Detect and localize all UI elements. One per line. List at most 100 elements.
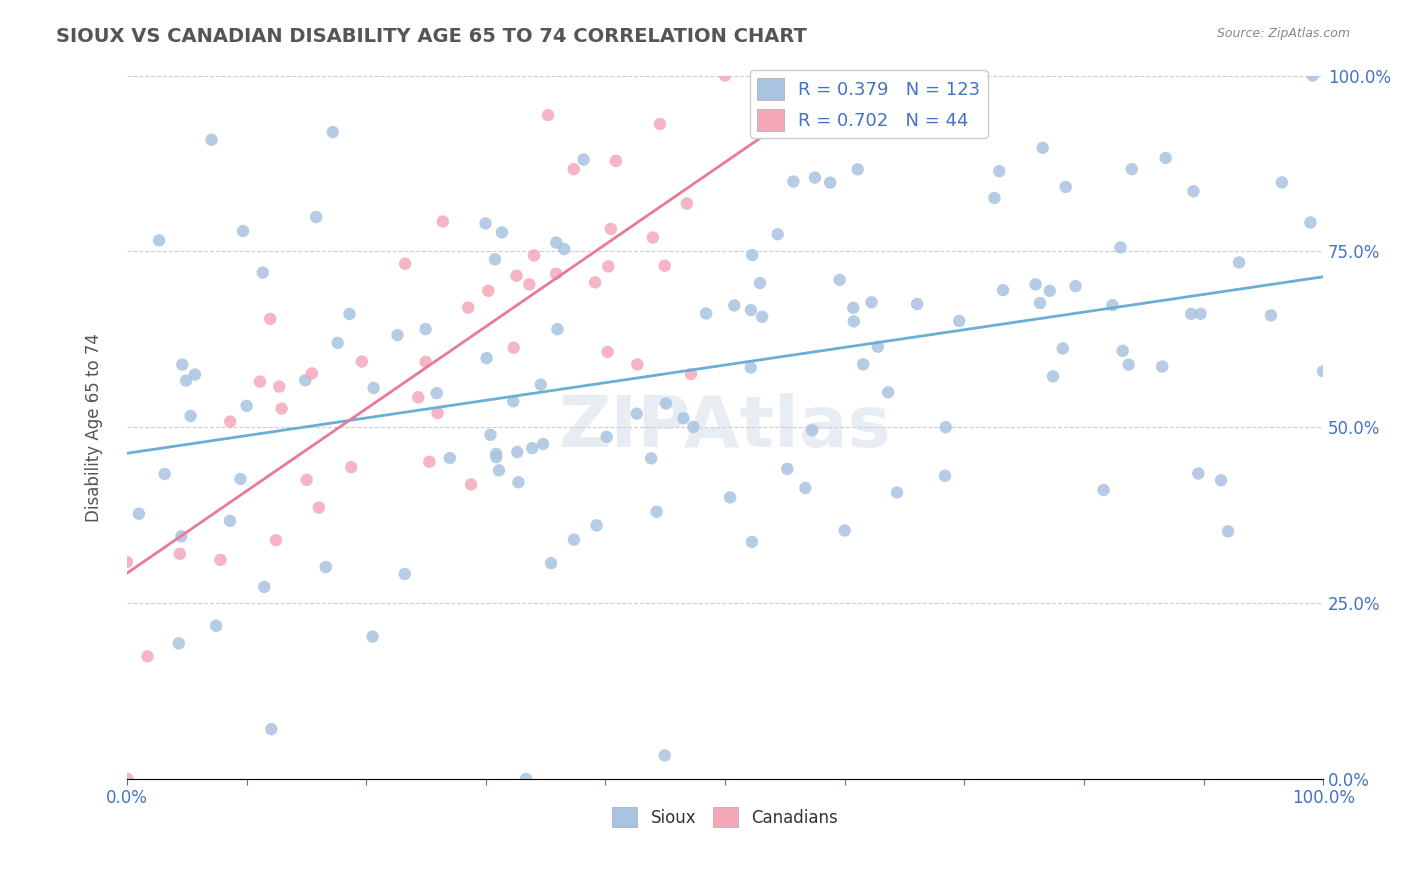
Point — [339, 307, 361, 321]
Point — [1187, 467, 1209, 481]
Point — [485, 450, 508, 465]
Point — [219, 514, 242, 528]
Point — [782, 175, 804, 189]
Point — [235, 399, 257, 413]
Point — [546, 235, 568, 250]
Point — [751, 310, 773, 324]
Point — [801, 423, 824, 437]
Point — [1101, 298, 1123, 312]
Point — [1271, 175, 1294, 189]
Point — [654, 259, 676, 273]
Point — [479, 427, 502, 442]
Point — [209, 553, 232, 567]
Point — [232, 224, 254, 238]
Point — [641, 230, 664, 244]
Point — [200, 133, 222, 147]
Point — [418, 455, 440, 469]
Point — [572, 153, 595, 167]
Point — [491, 226, 513, 240]
Point — [180, 409, 202, 423]
Point — [477, 284, 499, 298]
Point — [170, 529, 193, 543]
Point — [475, 351, 498, 365]
Point — [626, 407, 648, 421]
Point — [583, 276, 606, 290]
Point — [502, 394, 524, 409]
Point — [1032, 141, 1054, 155]
Point — [1118, 358, 1140, 372]
Point — [585, 518, 607, 533]
Point — [361, 630, 384, 644]
Point — [315, 560, 337, 574]
Legend: Sioux, Canadians: Sioux, Canadians — [606, 800, 845, 834]
Point — [1029, 296, 1052, 310]
Point — [842, 314, 865, 328]
Point — [562, 533, 585, 547]
Point — [983, 191, 1005, 205]
Point — [988, 164, 1011, 178]
Point — [1260, 309, 1282, 323]
Point — [488, 463, 510, 477]
Point — [269, 379, 291, 393]
Point — [640, 451, 662, 466]
Point — [1216, 524, 1239, 539]
Point — [394, 257, 416, 271]
Point — [305, 210, 328, 224]
Point — [172, 358, 194, 372]
Point — [523, 248, 546, 262]
Point — [679, 367, 702, 381]
Point — [1042, 369, 1064, 384]
Point — [415, 322, 437, 336]
Point — [219, 415, 242, 429]
Point — [184, 368, 207, 382]
Point — [229, 472, 252, 486]
Point — [596, 345, 619, 359]
Point — [905, 297, 928, 311]
Point — [148, 233, 170, 247]
Text: SIOUX VS CANADIAN DISABILITY AGE 65 TO 74 CORRELATION CHART: SIOUX VS CANADIAN DISABILITY AGE 65 TO 7… — [56, 27, 807, 45]
Point — [508, 475, 530, 490]
Point — [605, 153, 627, 168]
Point — [598, 260, 620, 274]
Point — [115, 555, 138, 569]
Point — [1025, 277, 1047, 292]
Point — [1092, 483, 1115, 497]
Point — [860, 295, 883, 310]
Point — [562, 162, 585, 177]
Point — [326, 335, 349, 350]
Point — [741, 248, 763, 262]
Point — [259, 312, 281, 326]
Point — [167, 636, 190, 650]
Point — [934, 468, 956, 483]
Point — [842, 301, 865, 315]
Point — [174, 374, 197, 388]
Point — [484, 252, 506, 267]
Point — [432, 214, 454, 228]
Point — [522, 441, 544, 455]
Point — [599, 222, 621, 236]
Point — [1111, 343, 1133, 358]
Point — [340, 460, 363, 475]
Point — [505, 268, 527, 283]
Point — [740, 360, 762, 375]
Point — [485, 447, 508, 461]
Point — [766, 227, 789, 242]
Point — [776, 462, 799, 476]
Point — [1312, 364, 1334, 378]
Point — [676, 196, 699, 211]
Point — [1064, 279, 1087, 293]
Point — [457, 301, 479, 315]
Point — [460, 477, 482, 491]
Point — [426, 386, 449, 401]
Point — [308, 500, 330, 515]
Text: ZIPAtlas: ZIPAtlas — [558, 392, 891, 462]
Point — [474, 216, 496, 230]
Point — [1109, 240, 1132, 254]
Point — [387, 328, 409, 343]
Point — [1039, 284, 1062, 298]
Point — [406, 390, 429, 404]
Point — [531, 437, 554, 451]
Point — [695, 306, 717, 320]
Point — [1182, 184, 1205, 198]
Point — [1209, 473, 1232, 487]
